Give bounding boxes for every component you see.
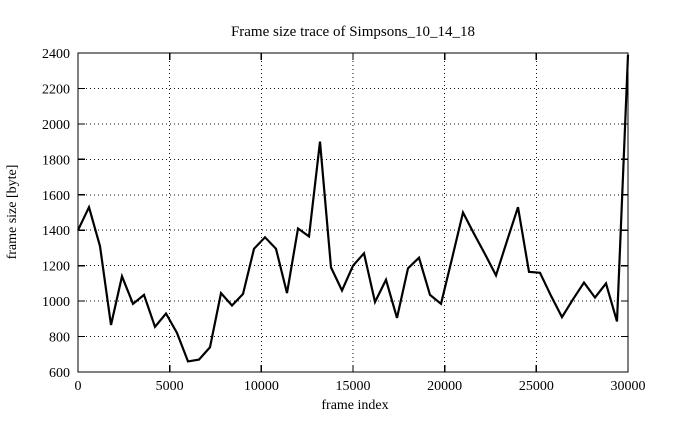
x-tick-label: 30000 — [611, 379, 646, 394]
y-tick-label: 1400 — [42, 224, 70, 239]
y-axis-label: frame size [byte] — [5, 165, 20, 260]
y-tick-label: 1200 — [42, 260, 70, 275]
y-tick-label: 2000 — [42, 118, 70, 133]
x-tick-label: 5000 — [156, 379, 184, 394]
plot-border — [77, 52, 629, 373]
y-tick-label: 600 — [49, 366, 70, 381]
y-tick-label: 1800 — [42, 153, 70, 168]
chart-title: Frame size trace of Simpsons_10_14_18 — [231, 24, 475, 40]
x-tick-label: 10000 — [244, 379, 279, 394]
x-tick-label: 20000 — [427, 379, 462, 394]
frame-size-trace-line — [77, 54, 630, 363]
x-tick-label: 15000 — [336, 379, 371, 394]
x-tick-label: 25000 — [519, 379, 554, 394]
x-tick-label: 0 — [75, 379, 82, 394]
tick-marks — [77, 52, 629, 373]
y-tick-label: 800 — [49, 331, 70, 346]
y-tick-label: 2200 — [42, 82, 70, 97]
grid — [78, 53, 628, 372]
y-tick-label: 1600 — [42, 189, 70, 204]
y-tick-label: 1000 — [42, 295, 70, 310]
x-axis-label: frame index — [321, 398, 388, 413]
y-tick-label: 2400 — [42, 47, 70, 62]
tick-labels: 600 800 1000 1200 1400 1600 1800 2000 2200 2400 0 5… — [42, 47, 646, 394]
